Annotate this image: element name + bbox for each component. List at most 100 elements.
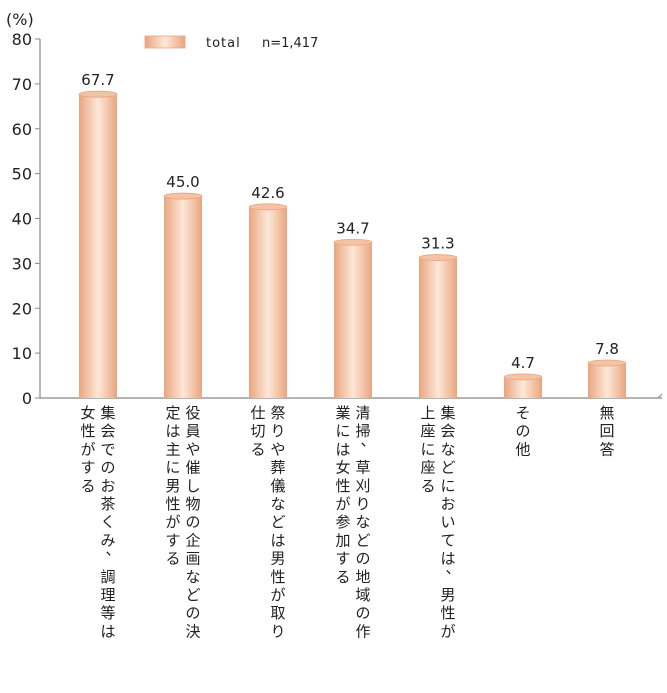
category-char: な [440,440,455,458]
category-char: る [250,440,265,458]
y-tick-label: 0 [22,389,32,408]
category-char: 主 [165,440,180,458]
category-char: 上 [420,404,435,422]
axes: 0 10 20 30 40 50 60 70 80(%) [6,10,663,408]
category-char: の [355,604,370,622]
category-char: が [440,622,455,640]
y-tick-label: 80 [12,30,32,49]
category-char: る [165,550,180,568]
category-char: 催 [185,459,200,477]
x-axis-end-mark [657,393,663,399]
category-char: ど [440,459,455,477]
category-char: や [270,440,285,458]
bar-top-cap [248,203,288,211]
bar-top-cap [333,238,373,246]
category-char: 性 [270,568,285,586]
category-char: 男 [270,550,285,568]
legend: total n=1,417 [144,35,318,51]
category-char: が [270,586,285,604]
category-char: る [335,568,350,586]
category-char: 性 [440,604,455,622]
category-char: く [100,513,115,531]
category-char: お [100,477,115,495]
category-char: り [355,495,370,513]
y-tick-label: 60 [12,120,32,139]
category-char: る [420,477,435,495]
category-char: 定 [165,404,180,422]
category-char: 性 [335,477,350,495]
category-char: は [335,440,350,458]
category-char: 男 [165,477,180,495]
legend-label: total [206,36,241,51]
category-labels: 集会でのお茶くみ、調理等は女性がする役員や催し物の企画などの決定は主に男性がする… [80,404,614,640]
category-label: 無回答 [599,404,614,458]
category-char: そ [515,404,530,422]
category-char: に [335,422,350,440]
category-char: す [80,459,95,477]
category-char: 祭 [270,404,285,422]
category-char: に [440,477,455,495]
category-char: 座 [420,422,435,440]
legend-note: n=1,417 [262,36,318,51]
data-label: 7.8 [595,340,619,358]
y-tick-label: 10 [12,344,32,363]
bar [164,196,202,398]
category-char: 集 [440,404,455,422]
category-char: な [270,495,285,513]
category-char: し [185,477,200,495]
category-char: 会 [100,422,115,440]
category-char: で [100,440,115,458]
category-char: は [165,422,180,440]
category-char: な [355,513,370,531]
category-char: 画 [185,550,200,568]
category-char: ど [355,531,370,549]
bar [588,362,626,398]
bar-top-cap [587,359,627,367]
category-char: 儀 [270,477,285,495]
category-char: 仕 [250,404,265,422]
data-labels: 67.7 45.0 42.6 34.7 31.3 4.7 7.8 [81,71,619,372]
category-char: 域 [355,586,370,604]
category-char: 清 [355,404,370,422]
category-char: が [335,495,350,513]
category-char: い [440,513,455,531]
category-char: 作 [355,622,370,640]
category-char: 、 [105,541,120,559]
y-unit-label: (%) [6,10,34,29]
y-tick-label: 50 [12,165,32,184]
category-char: が [165,513,180,531]
category-char: り [270,622,285,640]
category-char: 切 [250,422,265,440]
bar [504,376,542,398]
category-char: な [185,568,200,586]
category-char: ど [185,586,200,604]
category-char: 無 [599,404,614,422]
category-char: 葬 [270,459,285,477]
category-char: 業 [335,404,350,422]
category-char: 会 [440,422,455,440]
category-char: 決 [185,622,200,640]
bar-top-cap [418,254,458,261]
category-char: 理 [100,586,115,604]
category-char: 、 [445,559,460,577]
category-char: る [80,477,95,495]
category-char: 取 [270,604,285,622]
category-char: 加 [335,531,350,549]
category-char: の [100,459,115,477]
category-char: 等 [100,604,115,622]
category-char: の [355,550,370,568]
category-char: 他 [515,440,530,458]
data-label: 31.3 [421,235,454,253]
category-char: 男 [440,586,455,604]
category-char: お [440,495,455,513]
category-char: 集 [100,404,115,422]
data-label: 67.7 [81,71,114,89]
category-char: 掃 [355,422,370,440]
